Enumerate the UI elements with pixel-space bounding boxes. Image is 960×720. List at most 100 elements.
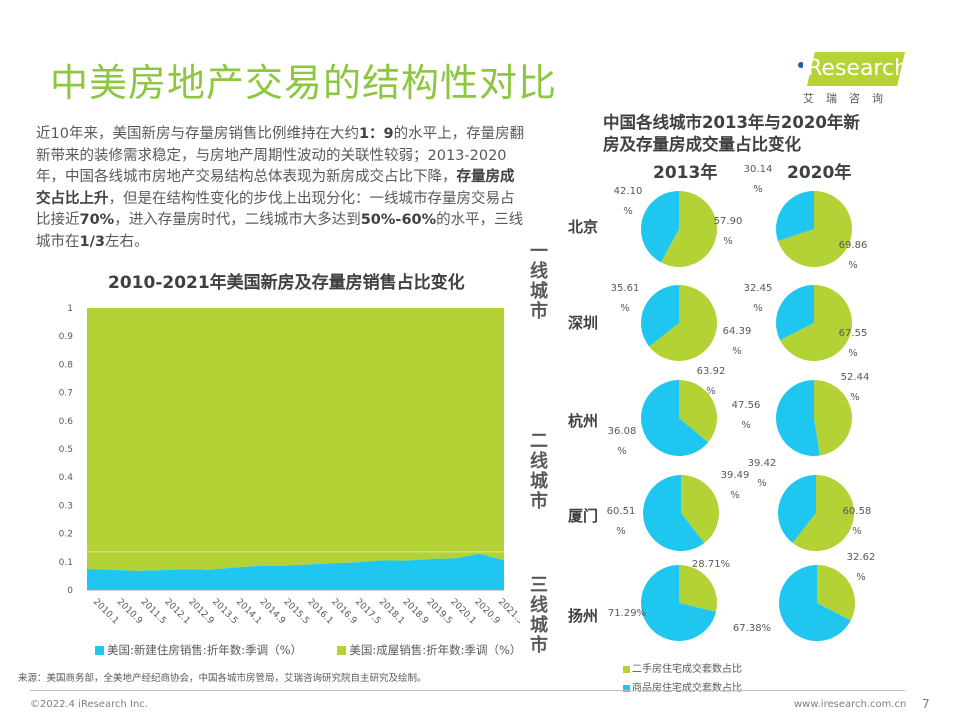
intro-text-part: 存量房成交占比上升 xyxy=(36,169,515,207)
tier-label-1: 一线城市 xyxy=(530,241,548,322)
legend-label-second-hand: 二手房住宅成交套数占比 xyxy=(632,664,742,675)
y-tick-label: 1 xyxy=(67,304,73,314)
y-tick-label: 0.8 xyxy=(59,360,74,370)
legend-swatch-existing xyxy=(337,646,347,655)
us-chart-title: 2010-2021年美国新房及存量房销售占比变化 xyxy=(108,273,465,293)
pie-label-second-hand: 47.56% xyxy=(731,400,761,431)
city-label-yangzhou: 扬州 xyxy=(568,607,599,625)
legend-label-new: 美国:新建住房销售:折年数:季调（%） xyxy=(107,643,303,657)
footer-website[interactable]: www.iresearch.com.cn xyxy=(794,699,907,710)
city-label-hangzhou: 杭州 xyxy=(568,412,599,430)
source-note: 来源：美国商务部，全美地产经纪商协会，中国各城市房管局，艾瑞咨询研究院自主研究及… xyxy=(18,673,427,684)
page-number: 7 xyxy=(922,697,930,711)
city-label-beijing: 北京 xyxy=(568,218,599,236)
china-chart-title: 中国各线城市2013年与2020年新房及存量房成交量占比变化 xyxy=(603,113,860,154)
pie-label-second-hand: 64.39% xyxy=(722,326,752,357)
pie-slice-new-home xyxy=(776,380,820,456)
pie-slice-new-home xyxy=(640,191,679,263)
intro-text-part: ，进入存量房时代，二线城市大多达到 xyxy=(114,212,361,228)
logo-chinese: 艾瑞咨询 xyxy=(803,92,895,105)
y-tick-label: 0.9 xyxy=(59,332,74,342)
x-tick-label: 2016.1 xyxy=(305,597,334,626)
logo-dot-icon xyxy=(798,62,804,68)
us-area-chart: 00.10.20.30.40.50.60.70.80.912010.12010.… xyxy=(59,304,520,627)
intro-text-part: 1/3 xyxy=(79,233,105,250)
x-tick-label: 2014.1 xyxy=(234,597,263,626)
pie-label-new-home: 30.14% xyxy=(743,164,773,195)
legend-swatch-new xyxy=(95,646,104,655)
pie-label-second-hand: 36.08% xyxy=(607,426,637,457)
pie-label-second-hand: 28.71% xyxy=(691,559,731,570)
x-tick-label: 2012.1 xyxy=(162,597,191,626)
y-tick-label: 0.1 xyxy=(59,558,73,568)
y-tick-label: 0.4 xyxy=(59,473,74,483)
footer-copyright: ©2022.4 iResearch Inc. xyxy=(30,699,148,710)
tier-label-2: 二线城市 xyxy=(530,431,548,512)
logo-letter: i xyxy=(801,56,808,81)
pie-slice-new-home xyxy=(775,285,814,341)
area-new-home-sales xyxy=(87,553,504,590)
pie-label-new-home: 67.38% xyxy=(732,623,772,634)
logo-word: Research xyxy=(807,56,909,81)
pie-label-new-home: 42.10% xyxy=(613,186,643,217)
logo-text: iResearch xyxy=(801,56,908,81)
y-tick-label: 0.6 xyxy=(59,417,74,427)
x-tick-label: 2011.5 xyxy=(139,597,168,626)
pie-slice-new-home xyxy=(641,565,716,641)
city-label-shenzhen: 深圳 xyxy=(568,314,599,332)
legend-item-existing: 美国:成屋销售:折年数:季调（%） xyxy=(337,643,521,657)
x-tick-label: 2013.5 xyxy=(210,597,239,626)
pie-label-second-hand: 67.55% xyxy=(838,328,868,359)
y-tick-label: 0 xyxy=(67,586,73,596)
intro-text-part: ，但是在结构性变化的步伐上出现分化：一线城市存量房交易占比接近 xyxy=(36,190,515,229)
intro-text-part: 的水平，三线城市在 xyxy=(36,212,524,250)
pie-label-new-home: 52.44% xyxy=(840,372,870,403)
pie-label-second-hand: 57.90% xyxy=(713,216,743,247)
intro-text-part: 近10年来，美国新房与存量房销售比例维持在大约 xyxy=(36,126,359,142)
pie-label-new-home: 39.42% xyxy=(747,458,777,489)
y-tick-label: 0.7 xyxy=(59,389,73,399)
pie-legend-second-hand: 二手房住宅成交套数占比 xyxy=(623,660,742,675)
pie-label-second-hand: 32.62% xyxy=(846,552,876,583)
legend-label-new-home: 商品房住宅成交套数占比 xyxy=(632,683,742,694)
x-tick-label: 2017.5 xyxy=(353,597,382,626)
legend-swatch-new-home xyxy=(623,684,630,692)
x-tick-label: 2010.1 xyxy=(91,597,120,626)
pie-label-new-home: 60.51% xyxy=(606,506,636,537)
pie-slice-new-home xyxy=(777,475,816,543)
y-tick-label: 0.5 xyxy=(59,445,73,455)
legend-item-new: 美国:新建住房销售:折年数:季调（%） xyxy=(95,643,302,657)
pie-label-second-hand: 69.86% xyxy=(838,240,868,271)
pie-label-new-home: 71.29% xyxy=(607,608,647,619)
x-tick-label: 2015.5 xyxy=(282,597,311,626)
pie-label-second-hand: 39.49% xyxy=(720,470,750,501)
legend-label-existing: 美国:成屋销售:折年数:季调（%） xyxy=(349,643,522,657)
y-tick-label: 0.3 xyxy=(59,501,73,511)
pie-label-new-home: 35.61% xyxy=(610,283,640,314)
us-chart-legend: 美国:新建住房销售:折年数:季调（%） 美国:成屋销售:折年数:季调（%） xyxy=(95,642,521,658)
intro-text-part: 的水平上，存量房翻新带来的装修需求稳定，与房地产周期性波动的关联性较弱；2013… xyxy=(36,126,525,185)
area-existing-home-sales xyxy=(87,308,504,571)
pie-slice-second-hand xyxy=(649,285,717,361)
pie-slice-second-hand xyxy=(660,191,717,267)
pie-slice-second-hand xyxy=(681,475,719,544)
x-tick-label: 2018.1 xyxy=(377,597,406,626)
logo-banner xyxy=(807,52,905,86)
x-tick-label: 2020.1 xyxy=(448,597,477,626)
pie-label-new-home: 32.45% xyxy=(743,283,773,314)
intro-text-part: 70% xyxy=(79,212,115,228)
intro-paragraph: 近10年来，美国新房与存量房销售比例维持在大约1：9的水平上，存量房翻新带来的装… xyxy=(36,124,526,253)
year-header-2013: 2013年 xyxy=(653,163,718,183)
pie-slice-new-home xyxy=(776,191,814,242)
year-header-2020: 2020年 xyxy=(787,163,852,183)
intro-text-part: 50%-60% xyxy=(360,212,437,228)
x-tick-label: 2019.5 xyxy=(424,597,453,626)
x-tick-label: 2021.5 xyxy=(496,597,520,626)
intro-text-part: 左右。 xyxy=(104,233,149,250)
footer-divider xyxy=(30,690,905,691)
pie-label-new-home: 63.92% xyxy=(696,366,726,397)
city-label-xiamen: 厦门 xyxy=(568,507,599,525)
pie-slice-new-home xyxy=(779,565,851,641)
intro-text-part: 1：9 xyxy=(358,126,394,142)
pie-slice-new-home xyxy=(642,475,705,551)
